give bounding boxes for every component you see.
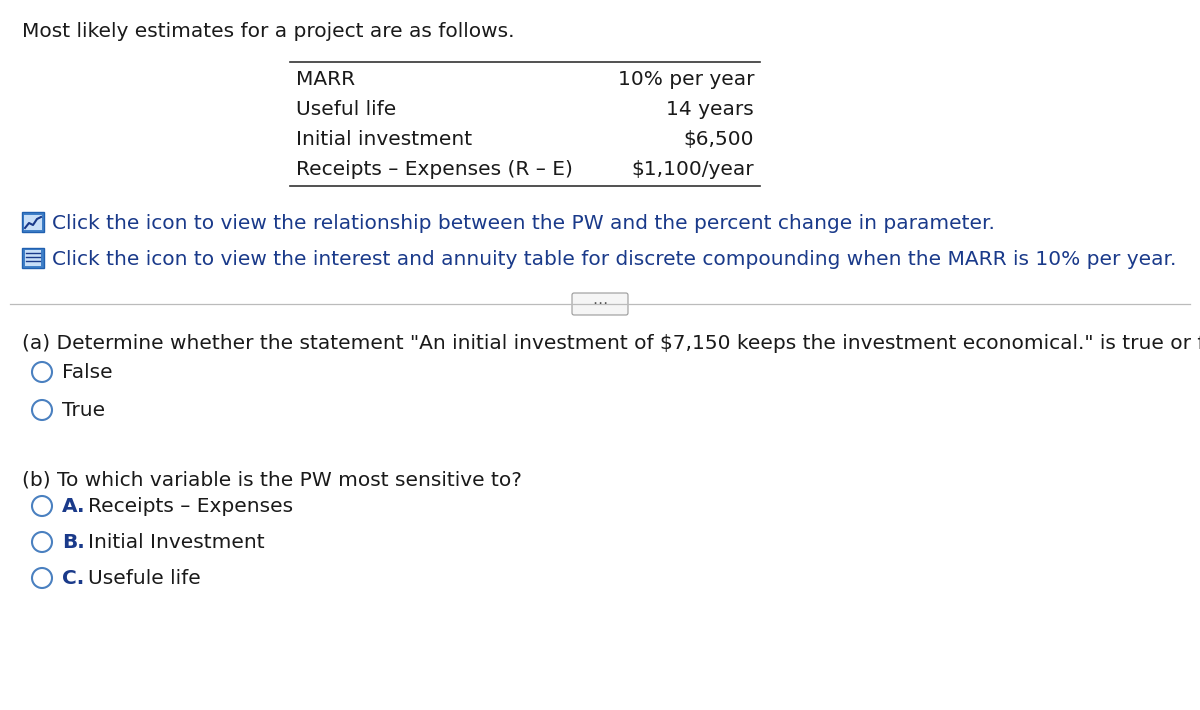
Circle shape [32, 362, 52, 382]
Text: $6,500: $6,500 [684, 130, 754, 149]
Text: Click the icon to view the interest and annuity table for discrete compounding w: Click the icon to view the interest and … [52, 250, 1176, 269]
Text: (a) Determine whether the statement "An initial investment of $7,150 keeps the i: (a) Determine whether the statement "An … [22, 334, 1200, 353]
Text: 10% per year: 10% per year [618, 70, 754, 89]
FancyBboxPatch shape [24, 215, 42, 230]
Circle shape [32, 532, 52, 552]
Text: Most likely estimates for a project are as follows.: Most likely estimates for a project are … [22, 22, 515, 41]
Text: False: False [62, 363, 113, 381]
Text: ⋯: ⋯ [593, 297, 607, 312]
Text: Useful life: Useful life [296, 100, 396, 119]
Text: (b) To which variable is the PW most sensitive to?: (b) To which variable is the PW most sen… [22, 470, 522, 489]
Circle shape [32, 568, 52, 588]
Circle shape [32, 496, 52, 516]
FancyBboxPatch shape [22, 248, 44, 268]
Text: Click the icon to view the relationship between the PW and the percent change in: Click the icon to view the relationship … [52, 214, 995, 233]
Text: Receipts – Expenses (R – E): Receipts – Expenses (R – E) [296, 160, 572, 179]
FancyBboxPatch shape [22, 212, 44, 232]
Text: C.: C. [62, 569, 84, 587]
Text: Receipts – Expenses: Receipts – Expenses [88, 496, 293, 515]
Text: Initial Investment: Initial Investment [88, 532, 265, 552]
FancyBboxPatch shape [572, 293, 628, 315]
Circle shape [32, 400, 52, 420]
FancyBboxPatch shape [25, 250, 41, 266]
Text: Usefule life: Usefule life [88, 569, 200, 587]
Text: 14 years: 14 years [666, 100, 754, 119]
Text: $1,100/year: $1,100/year [631, 160, 754, 179]
Text: A.: A. [62, 496, 85, 515]
Text: True: True [62, 400, 106, 420]
Text: Initial investment: Initial investment [296, 130, 472, 149]
Text: B.: B. [62, 532, 85, 552]
Text: MARR: MARR [296, 70, 355, 89]
